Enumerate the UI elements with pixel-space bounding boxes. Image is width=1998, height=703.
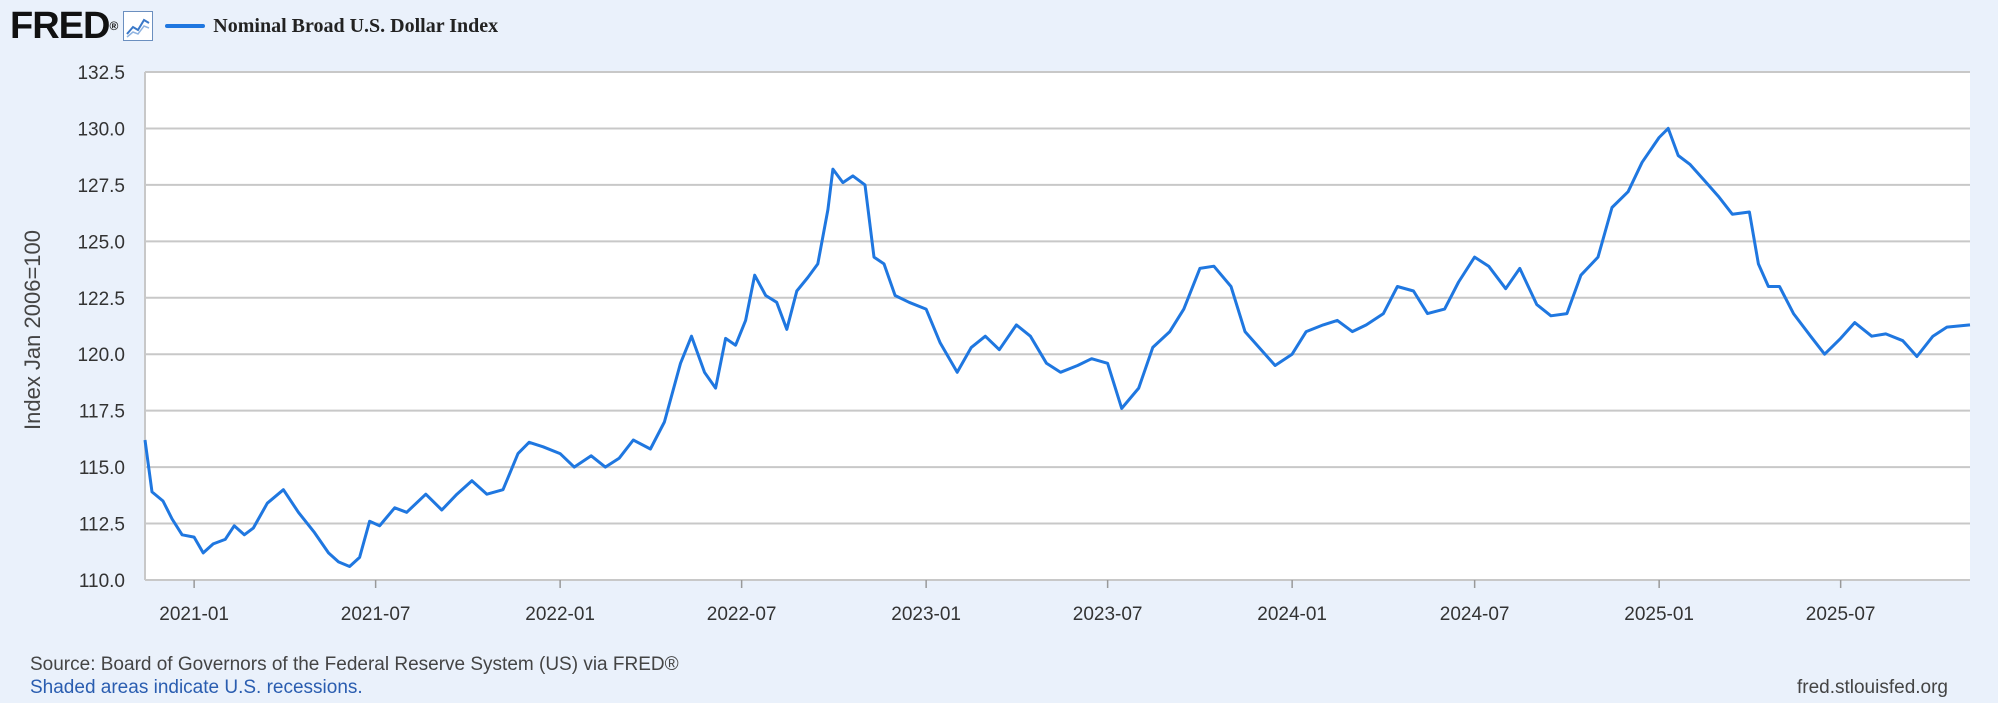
plot-area <box>145 72 1970 580</box>
y-tick-label: 115.0 <box>79 458 125 479</box>
y-tick-label: 130.0 <box>77 119 125 140</box>
x-tick-label: 2024-01 <box>1257 604 1327 625</box>
y-tick-label: 127.5 <box>77 176 125 197</box>
graph-icon[interactable] <box>123 11 154 41</box>
site-url[interactable]: fred.stlouisfed.org <box>1796 677 1948 698</box>
grid-lines <box>144 71 1970 581</box>
y-tick-label: 122.5 <box>77 289 125 310</box>
y-tick-label: 117.5 <box>79 402 125 423</box>
recession-note-link[interactable]: Shaded areas indicate U.S. recessions. <box>30 677 363 698</box>
fred-logo[interactable]: FRED® <box>10 5 118 47</box>
legend-label: Nominal Broad U.S. Dollar Index <box>213 14 499 37</box>
x-tick-label: 2021-01 <box>159 604 229 625</box>
y-tick-label: 120.0 <box>77 345 125 366</box>
x-tick-label: 2024-07 <box>1440 604 1510 625</box>
y-tick-labels: 110.0 112.5 115.0 117.5 120.0 122.5 125.0 127.5… <box>77 63 125 592</box>
x-tick-label: 2021-07 <box>341 604 411 625</box>
y-axis-label: Index Jan 2006=100 <box>20 230 45 430</box>
x-tick-labels: 2021-01 2021-07 2022-01 2022-07 2023-01 2023-… <box>159 580 1876 625</box>
x-tick-label: 2025-07 <box>1806 604 1876 625</box>
line-chart: 110.0 112.5 115.0 117.5 120.0 122.5 125.0 127.5… <box>20 63 1971 625</box>
x-tick-label: 2023-07 <box>1073 604 1143 625</box>
x-tick-label: 2025-01 <box>1624 604 1694 625</box>
series-line <box>143 126 1971 568</box>
legend: Nominal Broad U.S. Dollar Index <box>165 15 498 38</box>
x-tick-label: 2022-01 <box>525 604 595 625</box>
x-tick-label: 2023-01 <box>891 604 961 625</box>
chart-header: FRED® Nominal Broad U.S. Dollar Index <box>10 6 498 46</box>
source-note: Source: Board of Governors of the Federa… <box>30 654 679 675</box>
legend-swatch <box>165 24 206 28</box>
y-tick-label: 110.0 <box>79 571 125 592</box>
y-tick-label: 132.5 <box>77 63 125 84</box>
y-tick-label: 125.0 <box>77 232 125 253</box>
y-tick-label: 112.5 <box>79 515 125 536</box>
x-tick-label: 2022-07 <box>707 604 777 625</box>
